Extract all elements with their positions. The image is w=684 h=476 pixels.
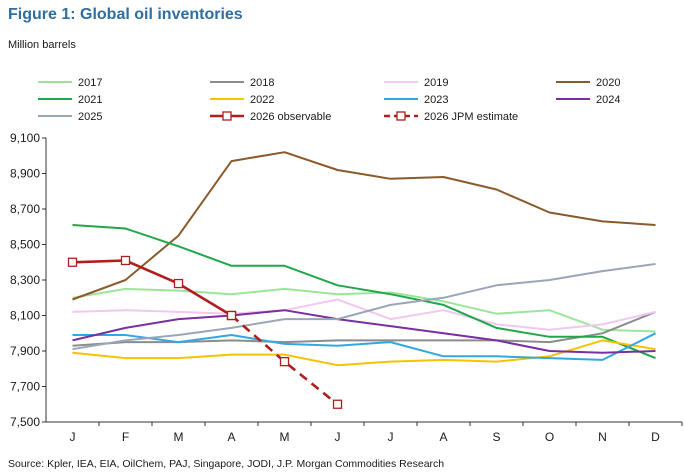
- y-tick-label: 8,700: [10, 202, 40, 216]
- x-tick-label: M: [174, 430, 184, 444]
- legend-marker: [396, 111, 406, 121]
- legend-item-2025: 2025: [38, 111, 102, 123]
- series-2026-jpm-estimate: [226, 310, 343, 409]
- series-2026-observable: [67, 255, 237, 321]
- chart-legend: 2017 2018 2019 2020 2021 2022 2023 2024 2025 2026…: [38, 77, 620, 123]
- series-line-2017: [72, 287, 656, 333]
- series-2023: [72, 332, 656, 361]
- chart-series: [67, 151, 656, 409]
- series-line-2023: [72, 332, 656, 361]
- source-note: Source: Kpler, IEA, EIA, OilChem, PAJ, S…: [8, 458, 445, 470]
- legend-label: 2019: [424, 77, 448, 89]
- data-point: [226, 310, 237, 321]
- legend-label: 2026 observable: [250, 111, 331, 123]
- legend-label: 2021: [78, 94, 102, 106]
- x-tick-label: J: [388, 430, 394, 444]
- data-point: [279, 356, 290, 367]
- y-tick-label: 7,500: [10, 415, 40, 429]
- legend-item-2026-jpm-estimate: 2026 JPM estimate: [384, 111, 518, 123]
- y-axis-unit-label: Million barrels: [8, 39, 76, 51]
- legend-label: 2018: [250, 77, 274, 89]
- legend-label: 2026 JPM estimate: [424, 111, 518, 123]
- x-tick-label: J: [335, 430, 341, 444]
- y-tick-label: 7,700: [10, 380, 40, 394]
- legend-label: 2023: [424, 94, 448, 106]
- page-title: Figure 1: Global oil inventories: [8, 6, 243, 23]
- legend-marker: [222, 111, 232, 121]
- x-tick-label: M: [280, 430, 290, 444]
- legend-label: 2025: [78, 111, 102, 123]
- series-2022: [72, 339, 656, 367]
- legend-label: 2020: [596, 77, 620, 89]
- legend-item-2020: 2020: [556, 77, 620, 89]
- x-tick-label: D: [651, 430, 660, 444]
- y-tick-label: 8,900: [10, 167, 40, 181]
- series-2025: [72, 263, 656, 351]
- x-tick-label: S: [492, 430, 500, 444]
- x-tick-label: N: [598, 430, 607, 444]
- legend-item-2022: 2022: [210, 94, 274, 106]
- series-2021: [72, 224, 656, 360]
- series-line-2018: [72, 310, 656, 347]
- legend-item-2024: 2024: [556, 94, 620, 106]
- x-tick-label: O: [545, 430, 554, 444]
- y-tick-label: 8,500: [10, 238, 40, 252]
- data-point: [67, 257, 78, 267]
- legend-label: 2022: [250, 94, 274, 106]
- legend-item-2023: 2023: [384, 94, 448, 106]
- legend-item-2021: 2021: [38, 94, 102, 106]
- legend-label: 2017: [78, 77, 102, 89]
- series-line-2025: [72, 263, 656, 351]
- x-tick-label: F: [122, 430, 129, 444]
- legend-item-2026-observable: 2026 observable: [210, 111, 331, 123]
- y-tick-label: 8,300: [10, 273, 40, 287]
- series-2024: [72, 309, 656, 354]
- series-line-2019: [72, 298, 656, 331]
- legend-item-2019: 2019: [384, 77, 448, 89]
- y-tick-label: 7,900: [10, 344, 40, 358]
- chart-axes: 7,500 7,700 7,900 8,100 8,300 8,500 8,700 8,900…: [10, 131, 683, 444]
- series-2018: [72, 310, 656, 347]
- y-tick-label: 8,100: [10, 309, 40, 323]
- x-tick-label: J: [70, 430, 76, 444]
- series-line-2022: [72, 339, 656, 367]
- series-line-2021: [72, 224, 656, 360]
- series-line-2026-jpm-estimate: [230, 314, 339, 406]
- series-2019: [72, 298, 656, 331]
- data-point: [332, 399, 343, 409]
- x-tick-label: A: [227, 430, 235, 444]
- y-tick-label: 9,100: [10, 131, 40, 145]
- data-point: [173, 278, 184, 289]
- legend-item-2018: 2018: [210, 77, 274, 89]
- data-point: [120, 255, 131, 266]
- series-2017: [72, 287, 656, 333]
- legend-item-2017: 2017: [38, 77, 102, 89]
- series-line-2026-observable: [72, 259, 233, 317]
- legend-label: 2024: [596, 94, 620, 106]
- series-line-2024: [72, 309, 656, 354]
- x-tick-label: A: [439, 430, 447, 444]
